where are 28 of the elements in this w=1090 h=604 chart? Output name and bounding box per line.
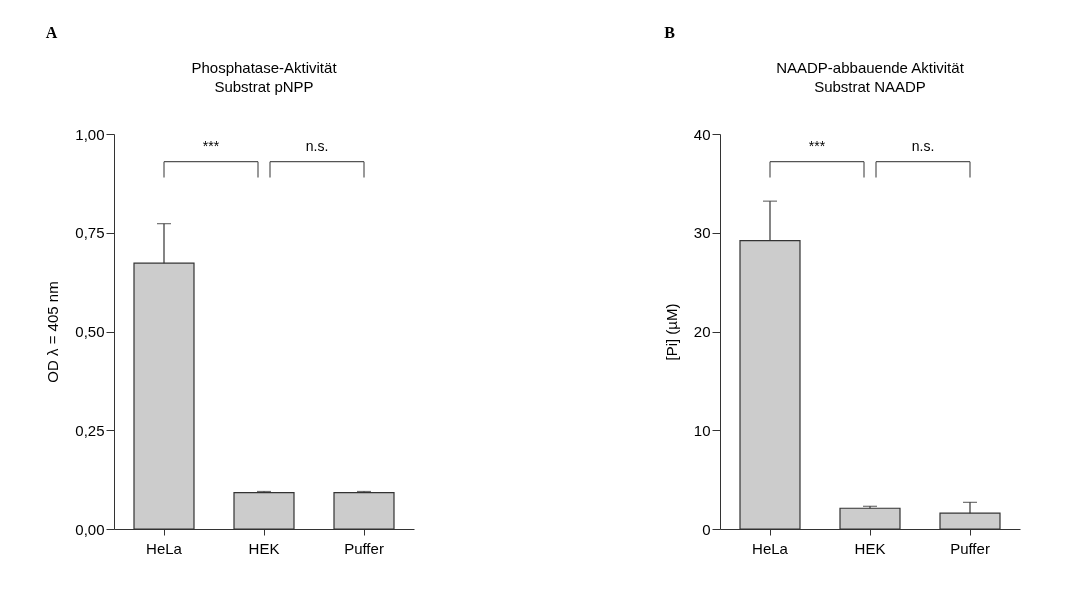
annotation: n.s. bbox=[305, 137, 329, 154]
annotation: n.s. bbox=[911, 137, 935, 154]
y-axis-title: OD λ = 405 nm bbox=[44, 281, 62, 383]
y-tick-label: 30 bbox=[693, 224, 711, 242]
text: B bbox=[664, 24, 676, 41]
y-tick-label: 10 bbox=[693, 421, 711, 439]
annotation: *** bbox=[808, 137, 826, 154]
x-tick-label: Puffer bbox=[344, 539, 384, 557]
y-tick-label: 20 bbox=[693, 323, 711, 340]
y-tick-label: 0,00 bbox=[75, 520, 105, 538]
chart-title: Phosphatase-Aktivität bbox=[191, 59, 338, 76]
y-tick-label: 40 bbox=[693, 125, 711, 143]
x-tick-label: HeLa bbox=[752, 539, 789, 557]
chart-title: NAADP-abbauende Aktivität bbox=[776, 59, 965, 76]
text: A bbox=[45, 24, 58, 41]
y-tick-label: 0,25 bbox=[75, 421, 105, 439]
x-tick-label: HEK bbox=[854, 539, 886, 557]
x-tick-label: Puffer bbox=[950, 539, 990, 557]
y-axis-title: [Pi] (µM) bbox=[662, 303, 680, 361]
y-tick-label: 0,75 bbox=[75, 224, 105, 242]
y-tick-label: 0 bbox=[702, 520, 711, 538]
chart-subtitle: Substrat NAADP bbox=[814, 78, 926, 95]
chart-subtitle: Substrat pNPP bbox=[214, 78, 314, 95]
x-tick-label: HeLa bbox=[146, 539, 183, 557]
x-tick-label: HEK bbox=[248, 539, 280, 557]
y-tick-label: 1,00 bbox=[75, 125, 105, 143]
y-tick-label: 0,50 bbox=[75, 323, 105, 340]
annotation: *** bbox=[202, 137, 220, 154]
